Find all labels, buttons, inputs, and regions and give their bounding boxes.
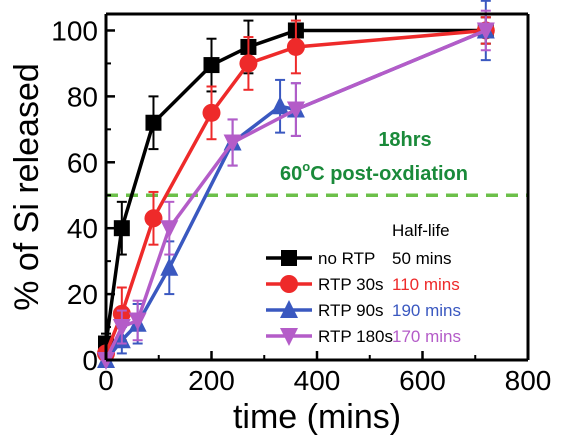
y-tick-label: 40 xyxy=(67,213,98,244)
legend-marker xyxy=(281,250,297,266)
legend-half-life: 110 mins xyxy=(392,275,460,294)
y-tick-label: 100 xyxy=(51,15,98,46)
annotation-temperature: 60oC post-oxdiation xyxy=(280,159,468,185)
series-line-0 xyxy=(104,28,486,344)
legend-half-life: 170 mins xyxy=(392,327,461,346)
annotation-degree: o xyxy=(302,159,310,174)
annotation-layer: 18hrs 60oC post-oxdiation xyxy=(280,129,468,185)
legend-title: Half-life xyxy=(392,221,450,240)
annotation-temp-value: 60 xyxy=(280,163,302,185)
legend-half-life: 50 mins xyxy=(392,249,452,268)
data-point xyxy=(202,103,221,122)
annotation-temp-unit: C post-oxdiation xyxy=(310,163,468,185)
data-point xyxy=(144,209,163,228)
data-point xyxy=(271,96,290,115)
x-tick-label: 400 xyxy=(294,365,341,396)
data-point xyxy=(160,257,179,276)
legend-label: no RTP xyxy=(318,249,375,268)
data-point xyxy=(203,57,220,74)
legend-entry-3: RTP 180s 170 mins xyxy=(266,327,461,346)
x-axis-label: time (mins) xyxy=(233,398,401,435)
y-tick-label: 80 xyxy=(67,81,98,112)
x-tick-label: 0 xyxy=(98,365,114,396)
data-point xyxy=(145,114,162,131)
data-point xyxy=(113,220,130,237)
data-point xyxy=(160,220,179,239)
legend-label: RTP 180s xyxy=(318,327,393,346)
axes-layer: 0 200 400 600 800 0 20 40 60 80 100 xyxy=(51,12,552,396)
legend-marker xyxy=(280,300,298,318)
x-tick-label: 200 xyxy=(188,365,235,396)
y-tick-label: 0 xyxy=(82,345,98,376)
legend-entry-2: RTP 90s 190 mins xyxy=(266,300,461,320)
data-point xyxy=(128,312,147,331)
legend-half-life: 190 mins xyxy=(392,301,461,320)
data-point xyxy=(223,134,242,153)
annotation-18hrs: 18hrs xyxy=(378,129,431,151)
data-point xyxy=(286,37,305,56)
series-layer xyxy=(97,0,495,370)
x-tick-label: 600 xyxy=(399,365,446,396)
legend-marker xyxy=(280,328,298,346)
data-point xyxy=(286,101,305,120)
data-point xyxy=(476,22,495,41)
legend-entry-0: no RTP 50 mins xyxy=(266,249,452,268)
y-axis-label: % of Si released xyxy=(8,63,46,311)
legend-marker xyxy=(280,275,298,293)
y-tick-label: 60 xyxy=(67,147,98,178)
legend-label: RTP 90s xyxy=(318,301,384,320)
legend-label: RTP 30s xyxy=(318,275,384,294)
data-point xyxy=(239,54,258,73)
y-tick-label: 20 xyxy=(67,279,98,310)
data-point xyxy=(112,319,131,338)
legend-entry-1: RTP 30s 110 mins xyxy=(266,275,460,294)
x-tick-label: 800 xyxy=(505,365,552,396)
